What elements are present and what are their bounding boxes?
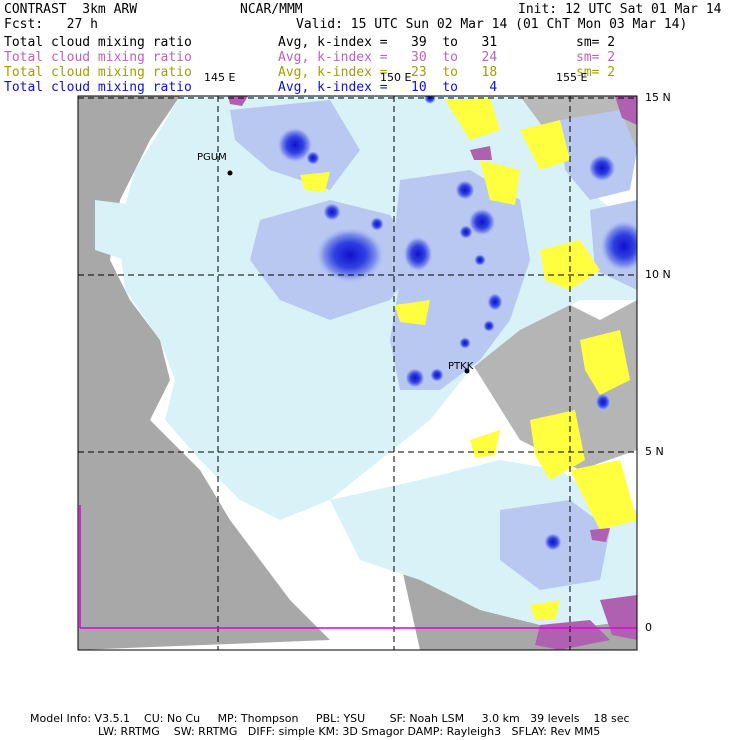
field-name-2: Total cloud mixing ratio [4,50,192,65]
field-sm-1: sm= 2 [576,35,616,50]
lat-label-5n: 5 N [645,445,664,458]
convective-cores [277,96,637,551]
field-name-3: Total cloud mixing ratio [4,65,192,80]
field-avg-4: Avg, k-index = 10 to 4 [278,80,498,95]
lon-label-150: 150 E [380,71,412,84]
lat-label-0: 0 [645,621,652,634]
station-label-ptkk: PTKK [448,361,474,372]
station-label-pgum: PGUM [197,152,227,163]
valid-time: Valid: 15 UTC Sun 02 Mar 14 (01 ChT Mon … [296,17,688,32]
domain-boundary [79,505,637,629]
field-sm-2: sm= 2 [576,50,616,65]
field-name-1: Total cloud mixing ratio [4,35,192,50]
lat-label-15n: 15 N [645,91,671,104]
model-info-line-2: LW: RRTMG SW: RRTMG DIFF: simple KM: 3D … [98,725,601,738]
field-avg-1: Avg, k-index = 39 to 31 [278,35,498,50]
model-info-line-1: Model Info: V3.5.1 CU: No Cu MP: Thompso… [30,712,630,725]
field-sm-3: sm= 2 [576,65,616,80]
model-title: CONTRAST 3km ARW [4,2,138,17]
map-frame [77,95,638,651]
lon-label-145: 145 E [204,71,236,84]
field-avg-3: Avg, k-index = 23 to 18 [278,65,498,80]
field-name-4: Total cloud mixing ratio [4,80,192,95]
station-markers [227,170,470,374]
mid-level-cloud-patches [300,98,637,620]
field-avg-2: Avg, k-index = 30 to 24 [278,50,498,65]
center-name: NCAR/MMM [240,2,303,17]
lon-label-155: 155 E [556,71,588,84]
lat-lon-grid [78,96,637,650]
forecast-hour: Fcst: 27 h [4,17,98,32]
lat-label-10n: 10 N [645,268,671,281]
init-time: Init: 12 UTC Sat 01 Mar 14 [518,2,722,17]
